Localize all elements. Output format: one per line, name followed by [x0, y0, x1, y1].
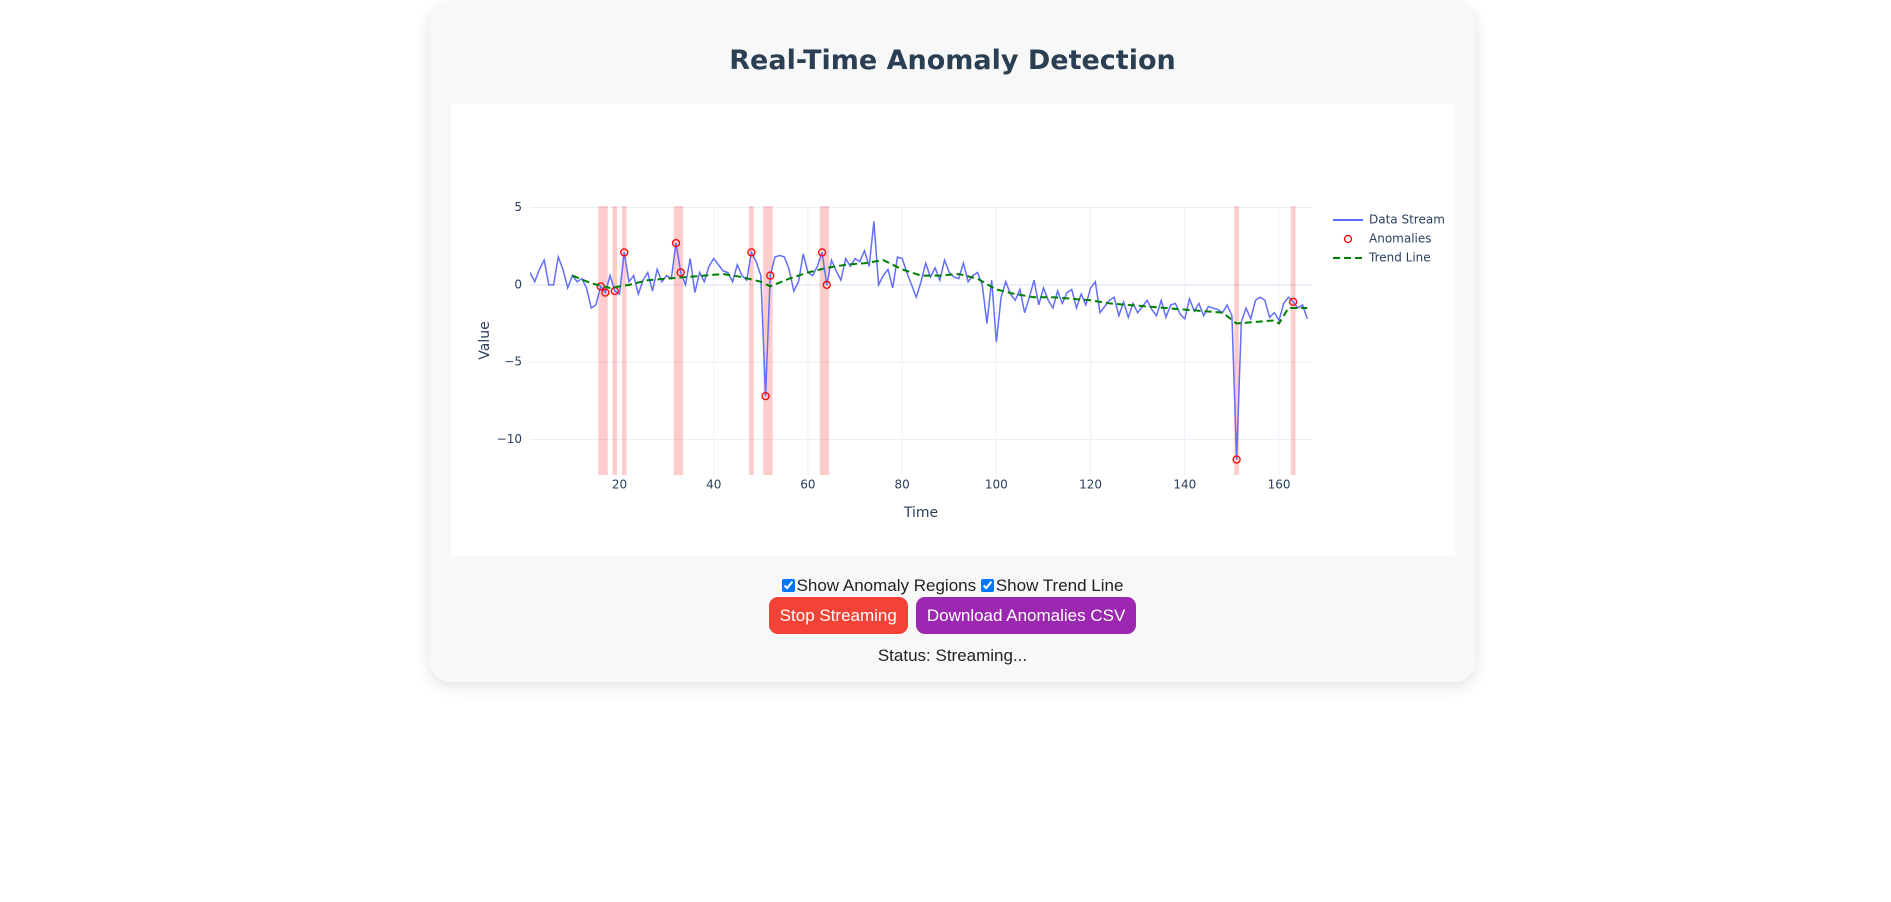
- y-tick-label: 0: [514, 277, 522, 291]
- y-tick-label: −10: [497, 432, 522, 446]
- x-tick-label: 100: [985, 478, 1008, 492]
- anomaly-point: [747, 248, 756, 257]
- anomaly-point: [671, 238, 681, 248]
- y-tick-label: −5: [504, 355, 522, 369]
- anomaly-region: [819, 206, 830, 475]
- checkbox-label[interactable]: Show Trend Line: [980, 576, 1124, 595]
- checkbox-text: Show Trend Line: [995, 576, 1124, 595]
- x-tick-label: 160: [1268, 478, 1291, 492]
- anomaly-point: [817, 248, 827, 257]
- anomaly-point: [601, 288, 610, 297]
- anomaly-region: [621, 206, 627, 475]
- legend-label: Anomalies: [1369, 232, 1432, 246]
- chart: 20 40 60 80 100 120 140 160 −10 −5 0 5 Time Value Data…: [451, 104, 1455, 556]
- legend-label: Trend Line: [1368, 251, 1431, 265]
- anomaly-point: [761, 392, 770, 401]
- anomaly-region: [598, 206, 608, 475]
- checkbox[interactable]: [980, 579, 994, 592]
- anomaly-point: [1289, 297, 1298, 307]
- button[interactable]: Download Anomalies CSV: [915, 597, 1137, 634]
- anomaly-region: [612, 206, 618, 475]
- button[interactable]: Stop Streaming: [768, 597, 908, 634]
- anomaly-region: [673, 206, 684, 475]
- checkbox-text: Show Anomaly Regions: [796, 576, 977, 595]
- checkbox-label[interactable]: Show Anomaly Regions: [781, 576, 977, 595]
- x-tick-label: 40: [706, 478, 721, 492]
- anomaly-point: [766, 271, 775, 280]
- checkbox[interactable]: [781, 579, 795, 592]
- trend-line: [572, 259, 1308, 325]
- x-tick-label: 20: [612, 478, 627, 492]
- card: Real-Time Anomaly Detection 20 40 60 80 100 1…: [430, 3, 1475, 682]
- status-text: Status: Streaming...: [877, 646, 1028, 665]
- y-axis-title: Value: [477, 321, 493, 359]
- legend-label: Data Stream: [1369, 213, 1445, 227]
- x-tick-label: 120: [1079, 478, 1102, 492]
- legend-symbol: [1343, 234, 1353, 244]
- x-axis-title: Time: [903, 505, 938, 521]
- x-tick-label: 140: [1173, 478, 1196, 492]
- button-row: Stop Streaming Download Anomalies CSV: [430, 597, 1475, 634]
- data-line: [530, 221, 1309, 460]
- anomaly-point: [620, 248, 629, 257]
- anomaly-point: [676, 268, 685, 277]
- page-title: Real-Time Anomaly Detection: [729, 45, 1176, 76]
- anomaly-point: [822, 280, 831, 289]
- y-tick-label: 5: [514, 200, 522, 214]
- x-tick-label: 60: [800, 478, 815, 492]
- anomaly-region: [1234, 206, 1239, 475]
- anomaly-point: [1232, 455, 1241, 464]
- anomaly-region: [749, 206, 754, 475]
- anomaly-region: [1290, 206, 1296, 475]
- x-tick-label: 80: [895, 478, 910, 492]
- checkbox-row: Show Anomaly Regions Show Trend Line: [430, 576, 1475, 596]
